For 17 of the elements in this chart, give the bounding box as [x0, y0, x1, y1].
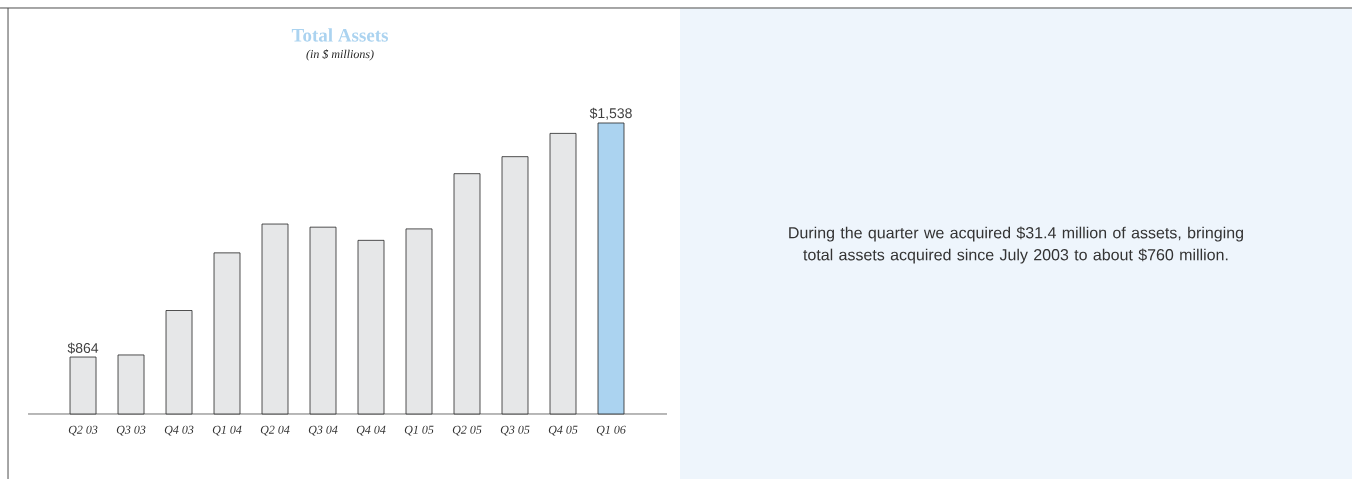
x-tick-label: Q4 05: [548, 425, 578, 436]
x-tick-label: Q1 04: [212, 425, 242, 436]
x-tick-label: Q3 04: [308, 425, 338, 436]
text: During the quarter we acquired $31.4 million of assets, bringing total assets acquired since July 2003 to about $760 million.: [789, 226, 1243, 264]
chart-subtitle: (in $ millions): [306, 49, 374, 61]
x-tick-label: Q1 06: [596, 425, 626, 436]
chart-title: Total Assets: [291, 28, 389, 42]
x-tick-label: Q2 05: [452, 425, 482, 436]
x-tick-label: Q4 03: [164, 425, 194, 436]
x-tick-label: Q4 04: [356, 425, 386, 436]
data-label: $864: [67, 342, 99, 354]
data-label: $1,538: [589, 107, 632, 120]
x-tick-label: Q3 03: [116, 425, 146, 436]
x-tick-label: Q3 05: [500, 425, 530, 436]
x-tick-label: Q2 04: [260, 425, 290, 436]
x-tick-label: Q2 03: [68, 425, 98, 436]
x-tick-label: Q1 05: [404, 425, 434, 436]
